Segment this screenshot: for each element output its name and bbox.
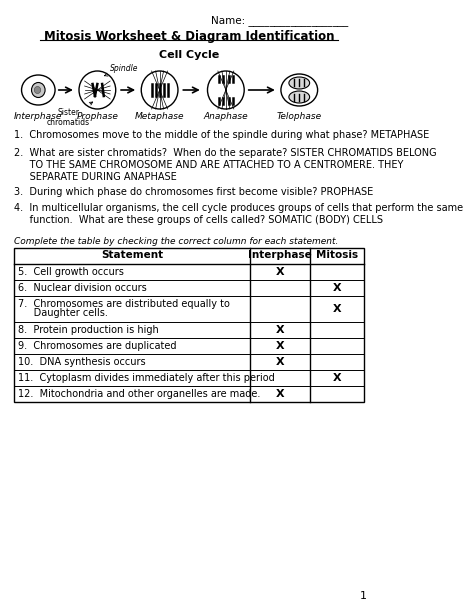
Ellipse shape (289, 91, 310, 103)
Text: X: X (332, 283, 341, 293)
Text: 2.  What are sister chromatids?  When do the separate? SISTER CHROMATIDS BELONG: 2. What are sister chromatids? When do t… (14, 148, 437, 158)
Text: Anaphase: Anaphase (203, 112, 248, 121)
Ellipse shape (281, 74, 318, 106)
Text: X: X (275, 357, 284, 367)
Text: Metaphase: Metaphase (135, 112, 184, 121)
Text: Complete the table by checking the correct column for each statement.: Complete the table by checking the corre… (14, 237, 339, 246)
Ellipse shape (208, 71, 244, 109)
Text: 9.  Chromosomes are duplicated: 9. Chromosomes are duplicated (18, 341, 176, 351)
Text: 8.  Protein production is high: 8. Protein production is high (18, 325, 158, 335)
Text: 1.  Chromosomes move to the middle of the spindle during what phase? METAPHASE: 1. Chromosomes move to the middle of the… (14, 130, 429, 140)
Text: 7.  Chromosomes are distributed equally to: 7. Chromosomes are distributed equally t… (18, 299, 229, 309)
Text: 11.  Cytoplasm divides immediately after this period: 11. Cytoplasm divides immediately after … (18, 373, 274, 383)
Text: X: X (332, 373, 341, 383)
Ellipse shape (141, 71, 178, 109)
Text: Interphase: Interphase (14, 112, 63, 121)
Ellipse shape (34, 86, 41, 94)
Text: 3.  During which phase do chromosomes first become visible? PROPHASE: 3. During which phase do chromosomes fir… (14, 187, 374, 197)
Text: Cell Cycle: Cell Cycle (159, 50, 219, 60)
Text: Prophase: Prophase (76, 112, 118, 121)
Text: Mitosis Worksheet & Diagram Identification: Mitosis Worksheet & Diagram Identificati… (44, 30, 334, 43)
Ellipse shape (289, 77, 310, 89)
Text: Spindle: Spindle (104, 64, 138, 76)
Text: X: X (275, 325, 284, 335)
Text: SEPARATE DURING ANAPHASE: SEPARATE DURING ANAPHASE (14, 172, 177, 182)
Ellipse shape (32, 83, 45, 97)
Text: X: X (332, 304, 341, 314)
Text: 4.  In multicellular organisms, the cell cycle produces groups of cells that per: 4. In multicellular organisms, the cell … (14, 203, 464, 213)
Text: Telophase: Telophase (277, 112, 322, 121)
Text: function.  What are these groups of cells called? SOMATIC (BODY) CELLS: function. What are these groups of cells… (14, 215, 383, 225)
Text: 12.  Mitochondria and other organelles are made.: 12. Mitochondria and other organelles ar… (18, 389, 260, 399)
Text: Daughter cells.: Daughter cells. (18, 308, 108, 318)
Text: 10.  DNA synthesis occurs: 10. DNA synthesis occurs (18, 357, 145, 367)
Text: Name: ___________________: Name: ___________________ (211, 15, 349, 26)
Text: Statement: Statement (101, 250, 163, 260)
Text: 6.  Nuclear division occurs: 6. Nuclear division occurs (18, 283, 146, 293)
Text: Mitosis: Mitosis (316, 250, 358, 260)
Ellipse shape (21, 75, 55, 105)
Text: 1: 1 (360, 591, 367, 601)
Text: X: X (275, 267, 284, 277)
Text: Interphase: Interphase (248, 250, 311, 260)
Bar (14, 248, 364, 402)
Text: TO THE SAME CHROMOSOME AND ARE ATTACHED TO A CENTROMERE. THEY: TO THE SAME CHROMOSOME AND ARE ATTACHED … (14, 160, 404, 170)
Text: 5.  Cell growth occurs: 5. Cell growth occurs (18, 267, 123, 277)
Ellipse shape (79, 71, 116, 109)
Text: X: X (275, 341, 284, 351)
Text: Sister
chromatids: Sister chromatids (47, 102, 92, 128)
Text: X: X (275, 389, 284, 399)
